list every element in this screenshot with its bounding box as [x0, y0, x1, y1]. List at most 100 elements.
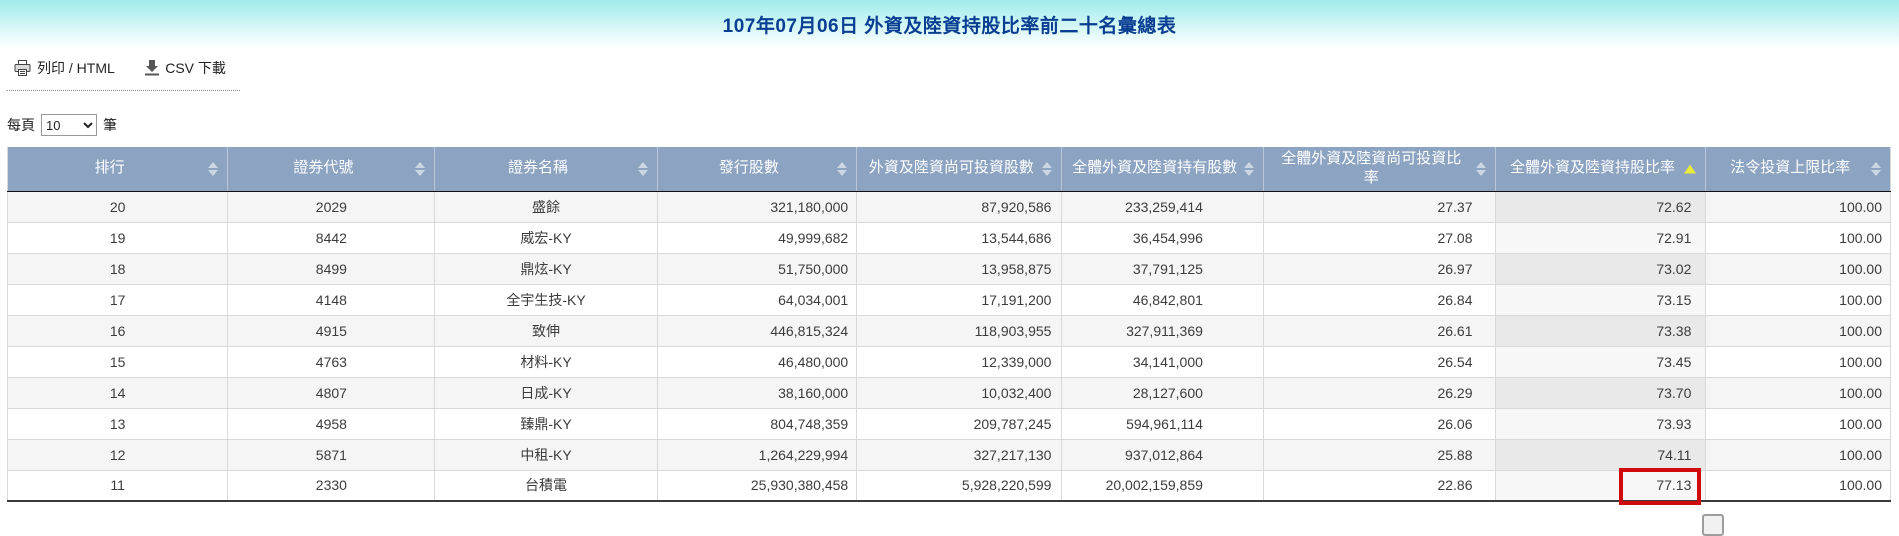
cell-rank: 17	[7, 283, 228, 315]
cell-legal-limit-ratio: 100.00	[1705, 376, 1891, 408]
cell-holding-ratio: 77.13	[1494, 467, 1706, 505]
table-row: 19 8442 威宏-KY 49,999,682 13,544,686 36,454,99…	[7, 221, 1891, 253]
cell-legal-limit-ratio: 100.00	[1705, 438, 1891, 470]
cell-held-shares: 233,259,414	[1061, 191, 1264, 222]
csv-download-label: CSV 下載	[165, 60, 226, 76]
cell-security-code: 8442	[227, 221, 435, 253]
column-header-label: 發行股數	[718, 159, 779, 177]
printer-icon	[14, 60, 31, 76]
table-header-row: 排行 證券代號 證券名稱 發行股數 外資及陸資尚可投資股數 全體外資及陸資持有股數 全體外資…	[7, 147, 1891, 192]
cell-investable-shares: 17,191,200	[856, 283, 1062, 315]
table-row: 11 2330 台積電 25,930,380,458 5,928,220,599 20,0…	[7, 467, 1891, 505]
cell-held-shares: 36,454,996	[1061, 221, 1264, 253]
column-header-holding-ratio[interactable]: 全體外資及陸資持股比率	[1494, 147, 1706, 192]
cell-issued-shares: 1,264,229,994	[656, 438, 857, 470]
print-html-button[interactable]: 列印 / HTML	[14, 58, 115, 78]
cell-held-shares: 327,911,369	[1061, 314, 1264, 346]
cell-security-name: 日成-KY	[434, 376, 658, 408]
cell-security-name: 材料-KY	[434, 345, 658, 377]
cell-legal-limit-ratio: 100.00	[1705, 283, 1891, 315]
cell-legal-limit-ratio: 100.00	[1705, 407, 1891, 439]
cell-investable-ratio: 22.86	[1262, 469, 1495, 501]
cell-investable-ratio: 27.37	[1262, 191, 1495, 222]
cell-holding-ratio: 74.11	[1494, 438, 1706, 470]
cell-holding-ratio: 73.15	[1494, 283, 1706, 315]
cell-security-code: 4915	[227, 314, 435, 346]
column-header-label: 全體外資及陸資持股比率	[1509, 159, 1675, 177]
cell-investable-shares: 5,928,220,599	[856, 469, 1062, 501]
cell-issued-shares: 51,750,000	[656, 252, 857, 284]
sort-both-icon	[1243, 161, 1254, 176]
cell-investable-shares: 118,903,955	[856, 314, 1062, 346]
cell-holding-ratio: 73.93	[1494, 407, 1706, 439]
column-header-issued-shares[interactable]: 發行股數	[656, 147, 857, 192]
table-row: 14 4807 日成-KY 38,160,000 10,032,400 28,127,60…	[7, 376, 1891, 408]
cell-investable-shares: 209,787,245	[856, 407, 1062, 439]
column-header-held-shares[interactable]: 全體外資及陸資持有股數	[1061, 147, 1264, 192]
cell-held-shares: 37,791,125	[1061, 252, 1264, 284]
cell-holding-ratio: 73.45	[1494, 345, 1706, 377]
cell-issued-shares: 446,815,324	[656, 314, 857, 346]
cell-rank: 11	[7, 469, 228, 501]
pagination-button-partial[interactable]	[1702, 514, 1724, 536]
cell-rank: 15	[7, 345, 228, 377]
column-header-legal-limit-ratio[interactable]: 法令投資上限比率	[1705, 147, 1891, 192]
page-size-prefix-label: 每頁	[7, 117, 35, 133]
highlight-box	[1619, 467, 1702, 505]
cell-held-shares: 34,141,000	[1061, 345, 1264, 377]
holdings-ratio-table: 排行 證券代號 證券名稱 發行股數 外資及陸資尚可投資股數 全體外資及陸資持有股數 全體外資…	[7, 147, 1891, 505]
cell-legal-limit-ratio: 100.00	[1705, 469, 1891, 501]
column-header-label: 排行	[94, 159, 125, 177]
column-header-investable-ratio[interactable]: 全體外資及陸資尚可投資比率	[1262, 147, 1495, 192]
sort-both-icon	[1475, 161, 1486, 176]
page-size-select[interactable]: 10	[41, 114, 97, 136]
cell-rank: 16	[7, 314, 228, 346]
table-row: 16 4915 致伸 446,815,324 118,903,955 327,911,36…	[7, 314, 1891, 346]
cell-investable-shares: 13,958,875	[856, 252, 1062, 284]
cell-holding-ratio: 72.62	[1494, 191, 1706, 222]
cell-issued-shares: 46,480,000	[656, 345, 857, 377]
cell-rank: 13	[7, 407, 228, 439]
sort-both-icon	[1042, 161, 1053, 176]
column-header-label: 外資及陸資尚可投資股數	[868, 159, 1034, 177]
cell-investable-shares: 87,920,586	[856, 191, 1062, 222]
cell-held-shares: 20,002,159,859	[1061, 469, 1264, 501]
cell-rank: 19	[7, 221, 228, 253]
sort-both-icon	[637, 161, 648, 176]
cell-held-shares: 594,961,114	[1061, 407, 1264, 439]
cell-investable-shares: 12,339,000	[856, 345, 1062, 377]
cell-rank: 14	[7, 376, 228, 408]
cell-security-name: 台積電	[434, 469, 658, 501]
table-row: 20 2029 盛餘 321,180,000 87,920,586 233,259,414…	[7, 191, 1891, 222]
column-header-label: 全體外資及陸資持有股數	[1072, 159, 1238, 177]
cell-investable-ratio: 26.54	[1262, 345, 1495, 377]
cell-investable-ratio: 26.97	[1262, 252, 1495, 284]
cell-issued-shares: 804,748,359	[656, 407, 857, 439]
cell-held-shares: 46,842,801	[1061, 283, 1264, 315]
cell-legal-limit-ratio: 100.00	[1705, 221, 1891, 253]
cell-security-code: 2330	[227, 469, 435, 501]
export-toolbar: 列印 / HTML CSV 下載	[7, 54, 240, 91]
column-header-rank[interactable]: 排行	[7, 147, 228, 192]
table-row: 12 5871 中租-KY 1,264,229,994 327,217,130 937,0…	[7, 438, 1891, 470]
column-header-label: 證券名稱	[508, 159, 569, 177]
column-header-investable-shares[interactable]: 外資及陸資尚可投資股數	[856, 147, 1062, 192]
column-header-security-code[interactable]: 證券代號	[227, 147, 435, 192]
csv-download-button[interactable]: CSV 下載	[145, 58, 226, 78]
cell-issued-shares: 64,034,001	[656, 283, 857, 315]
column-header-label: 法令投資上限比率	[1730, 159, 1851, 177]
cell-security-code: 5871	[227, 438, 435, 470]
cell-rank: 20	[7, 191, 228, 222]
cell-legal-limit-ratio: 100.00	[1705, 345, 1891, 377]
column-header-security-name[interactable]: 證券名稱	[434, 147, 658, 192]
page-size-suffix-label: 筆	[103, 117, 117, 133]
cell-investable-ratio: 26.84	[1262, 283, 1495, 315]
cell-investable-shares: 10,032,400	[856, 376, 1062, 408]
cell-security-code: 4148	[227, 283, 435, 315]
cell-rank: 18	[7, 252, 228, 284]
cell-investable-shares: 327,217,130	[856, 438, 1062, 470]
table-row: 13 4958 臻鼎-KY 804,748,359 209,787,245 594,961…	[7, 407, 1891, 439]
cell-investable-ratio: 26.06	[1262, 407, 1495, 439]
cell-investable-shares: 13,544,686	[856, 221, 1062, 253]
table-row: 18 8499 鼎炫-KY 51,750,000 13,958,875 37,791,12…	[7, 252, 1891, 284]
